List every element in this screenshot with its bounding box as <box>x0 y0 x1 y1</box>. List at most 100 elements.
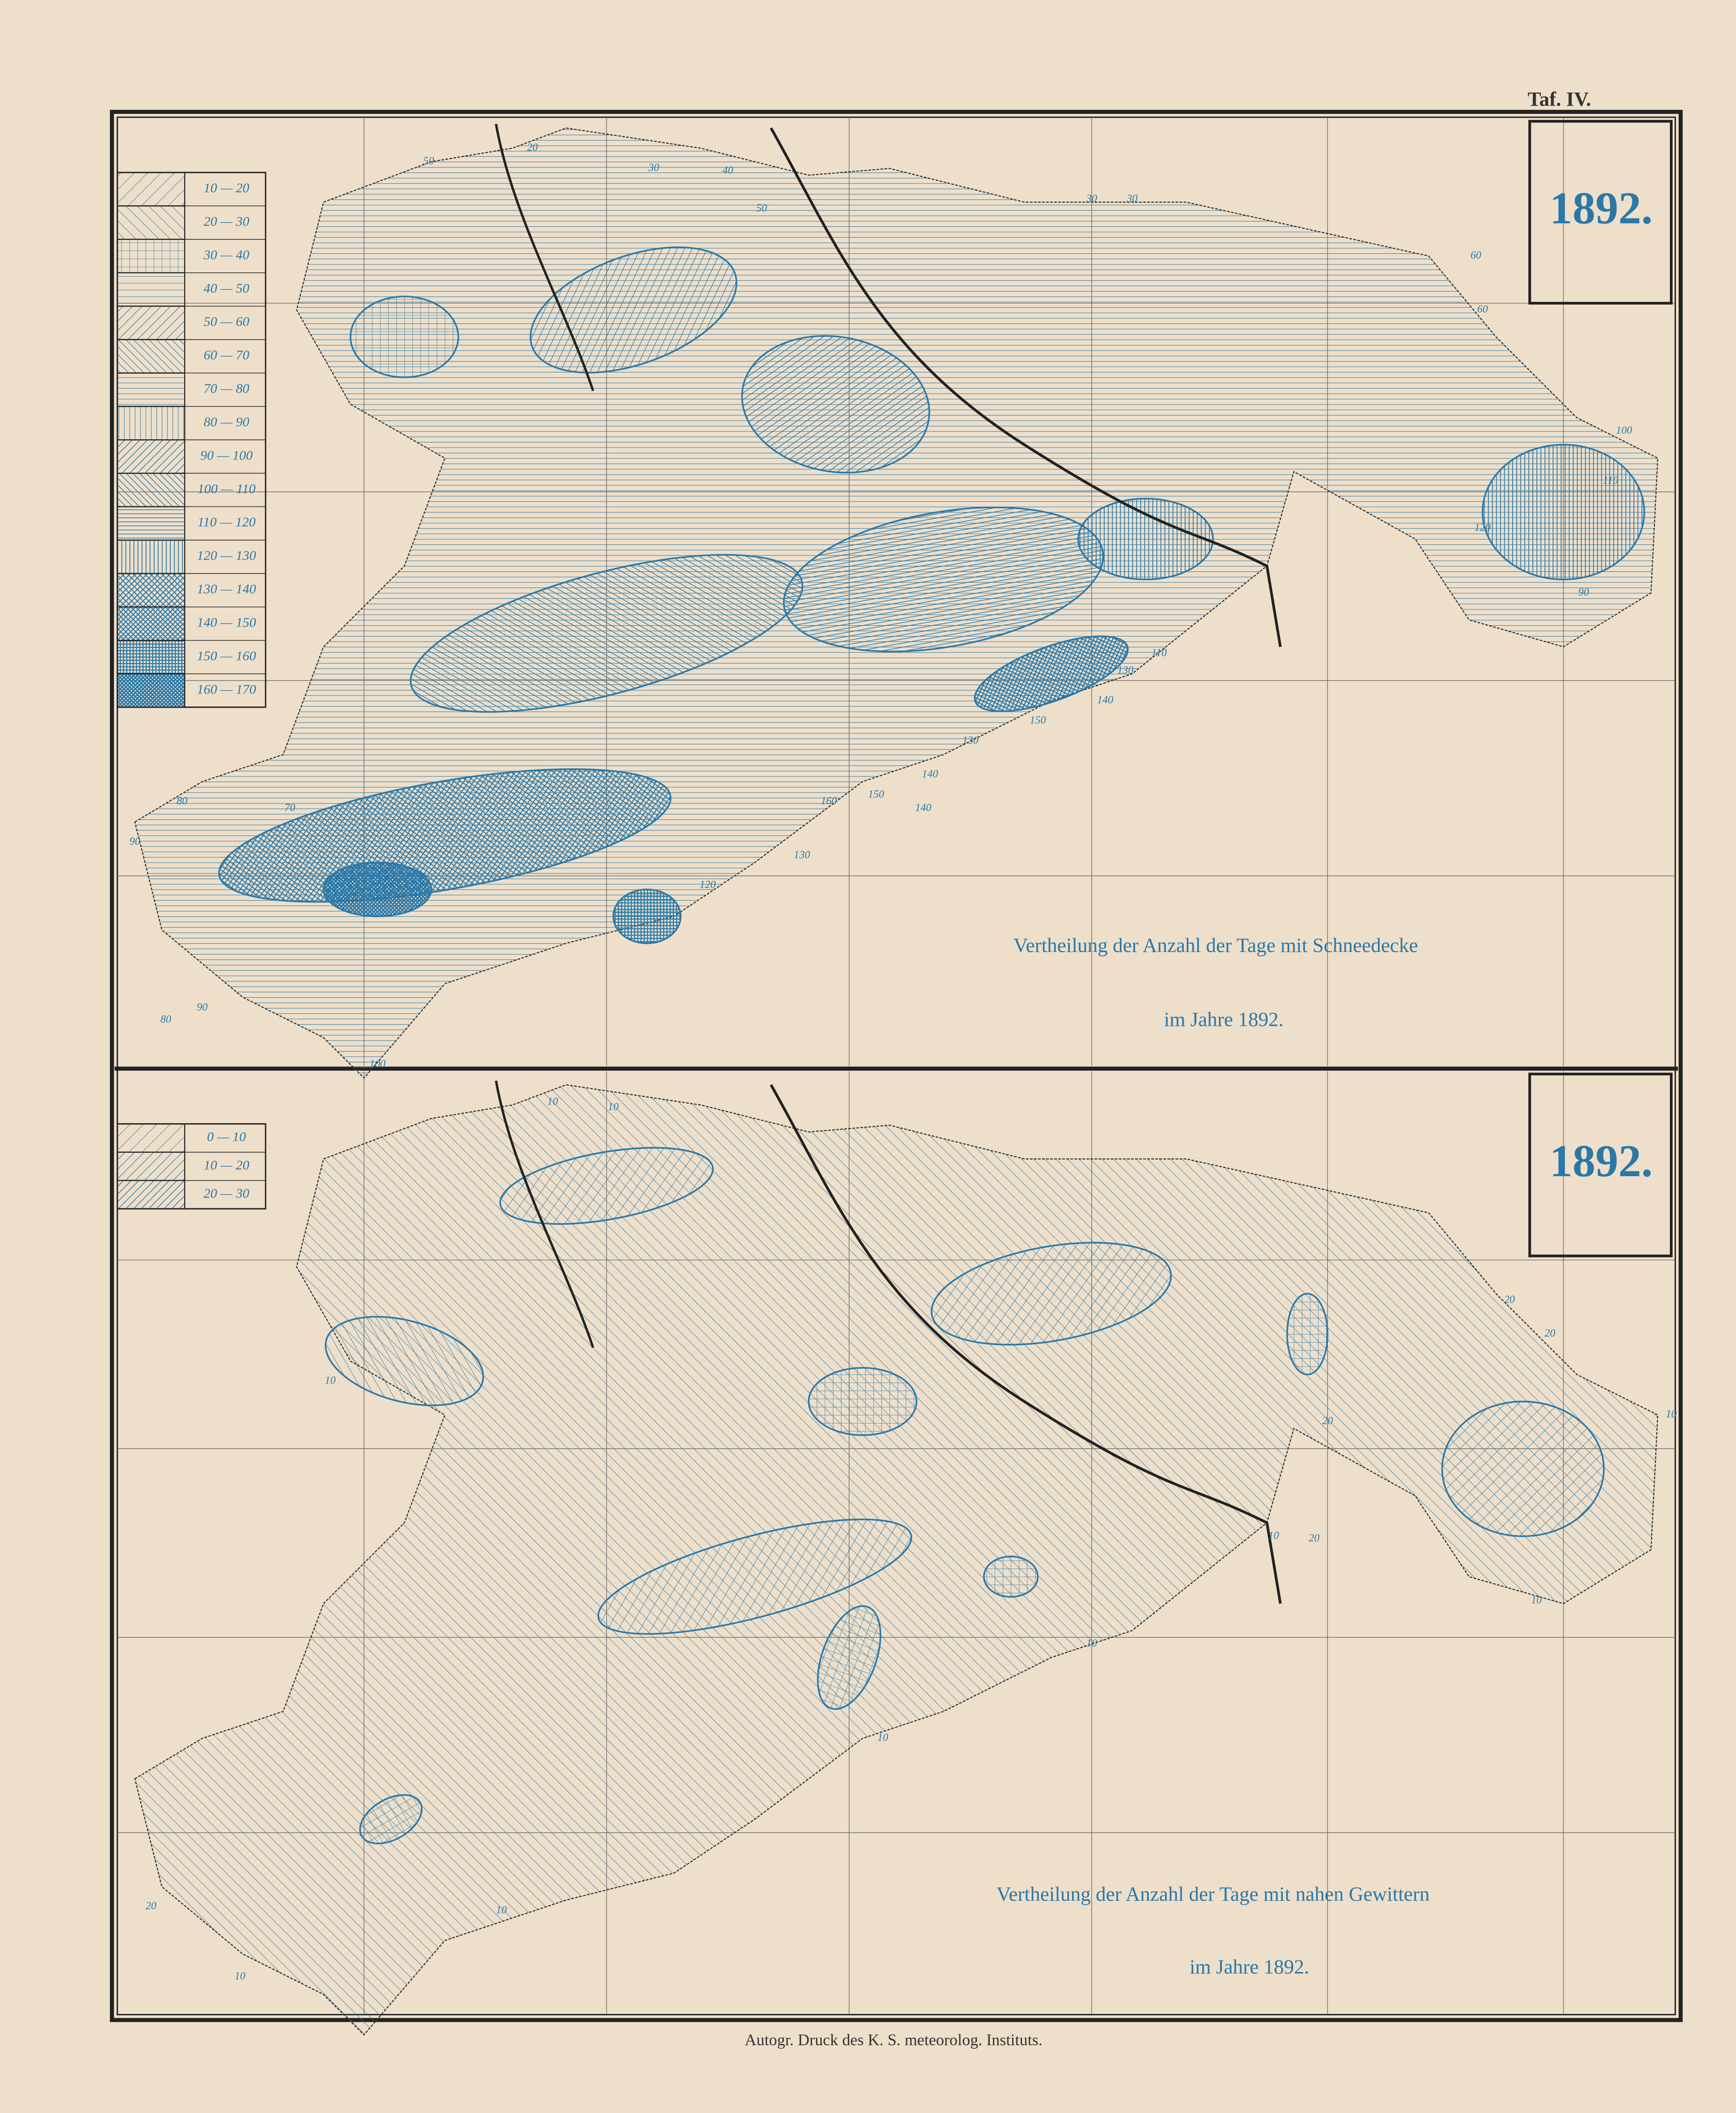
contour-label: 10 <box>235 1970 246 1982</box>
contour-label: 110 <box>1603 474 1619 486</box>
contour-label: 90 <box>1578 586 1589 598</box>
legend-label: 0 — 10 <box>207 1129 246 1144</box>
year: 1892. <box>1550 1135 1653 1186</box>
contour-label: 60 <box>1470 249 1481 261</box>
legend-label: 10 — 20 <box>204 180 250 196</box>
contour-label: 10 <box>325 1375 336 1387</box>
legend-label: 110 — 120 <box>197 514 256 530</box>
contour-label: 150 <box>1030 714 1046 726</box>
isoline-zone <box>983 1556 1039 1598</box>
isoline-zone <box>817 1605 882 1710</box>
legend-swatch <box>116 1180 186 1210</box>
isoline-zone <box>410 554 803 713</box>
frame-inner <box>116 116 1676 2016</box>
legend-label: 150 — 160 <box>197 648 256 663</box>
contour-label: 150 <box>868 789 885 800</box>
isoline-zone <box>612 889 682 944</box>
contour-label: 20 <box>527 142 538 153</box>
legend-label: 10 — 20 <box>204 1157 250 1172</box>
contour-label: 130 <box>963 734 979 746</box>
contour-label: 10 <box>547 1096 558 1108</box>
year: 1892. <box>1550 182 1653 233</box>
legend-label: 120 — 130 <box>197 548 256 563</box>
caption: Vertheilung der Anzahl der Tage mit nahe… <box>996 1883 1430 1905</box>
contour-label: 90 <box>197 1002 208 1013</box>
legend-label: 60 — 70 <box>204 347 250 362</box>
contour-label: 140 <box>922 768 939 780</box>
contour-label: 50 <box>423 155 434 167</box>
contour-label: 130 <box>794 849 810 861</box>
legend-swatch <box>116 272 186 307</box>
legend-swatch <box>116 305 186 340</box>
contour-label: 10 <box>1666 1408 1677 1420</box>
isoline-zone <box>808 1367 918 1436</box>
contour-label: 20 <box>1504 1294 1515 1306</box>
contour-label: 10 <box>496 1904 507 1916</box>
footer: Autogr. Druck des K. S. meteorolog. Inst… <box>745 2031 1042 2049</box>
legend-swatch <box>116 406 186 441</box>
contour-label: 10 <box>1268 1529 1279 1541</box>
legend-label: 40 — 50 <box>204 280 250 295</box>
contour-label: 30 <box>1126 193 1138 205</box>
legend-swatch <box>116 573 186 608</box>
legend-swatch <box>116 172 186 207</box>
legend-label: 80 — 90 <box>204 414 250 429</box>
caption: Vertheilung der Anzahl der Tage mit Schn… <box>1013 935 1418 957</box>
contour-label: 120 <box>700 879 716 890</box>
river <box>770 1084 1282 1604</box>
river <box>495 1080 594 1348</box>
frame <box>110 109 1683 2022</box>
isoline-zone <box>1481 444 1645 580</box>
legend-label: 30 — 40 <box>203 247 250 262</box>
contour-label: 160 <box>821 795 837 807</box>
caption: im Jahre 1892. <box>1164 1009 1284 1031</box>
isoline-zone <box>530 246 737 374</box>
legend-swatch <box>116 339 186 374</box>
isoline-zone <box>218 768 672 903</box>
contour-label: 10 <box>877 1732 888 1743</box>
river <box>495 123 594 391</box>
legend-swatch <box>116 439 186 474</box>
isoline-zone <box>325 1316 484 1406</box>
contour-label: 40 <box>723 165 734 176</box>
legend-swatch <box>116 205 186 240</box>
legend-label: 70 — 80 <box>204 381 250 396</box>
isoline-zone <box>359 1794 423 1844</box>
legend-swatch <box>116 506 186 541</box>
legend-swatch <box>116 1123 186 1153</box>
contour-label: 30 <box>648 162 659 173</box>
contour-label: 90 <box>129 836 140 847</box>
contour-label: 10 <box>1531 1594 1542 1606</box>
river <box>770 127 1282 647</box>
contour-label: 20 <box>1544 1327 1555 1339</box>
legend-label: 90 — 100 <box>200 448 253 463</box>
isoline-zone <box>974 635 1129 712</box>
isoline-zone <box>597 1519 913 1635</box>
legend-swatch <box>116 673 186 708</box>
legend-label: 20 — 30 <box>204 1186 250 1201</box>
caption: im Jahre 1892. <box>1190 1956 1309 1978</box>
legend-label: 50 — 60 <box>204 314 250 329</box>
contour-label: 30 <box>1086 193 1097 205</box>
contour-label: 140 <box>915 802 932 814</box>
legend-swatch <box>116 606 186 641</box>
contour-label: 50 <box>756 202 767 214</box>
contour-label: 10 <box>1086 1637 1097 1649</box>
contour-label: 100 <box>369 1058 386 1070</box>
legend-label: 100 — 110 <box>197 481 256 496</box>
contour-label: 20 <box>146 1900 156 1912</box>
contour-label: 120 <box>1474 521 1491 533</box>
isoline-zone <box>1286 1293 1328 1376</box>
contour-label: 140 <box>1097 694 1114 706</box>
legend-swatch <box>116 1151 186 1181</box>
legend-label: 160 — 170 <box>197 681 256 697</box>
isoline-zone <box>1077 498 1214 580</box>
legend-swatch <box>116 539 186 574</box>
contour-label: 80 <box>160 1013 171 1025</box>
isoline-zone <box>499 1147 714 1225</box>
legend-label: 20 — 30 <box>204 213 250 229</box>
isoline-zone <box>930 1242 1172 1346</box>
isoline-zone <box>322 862 432 917</box>
contour-label: 70 <box>285 802 295 814</box>
